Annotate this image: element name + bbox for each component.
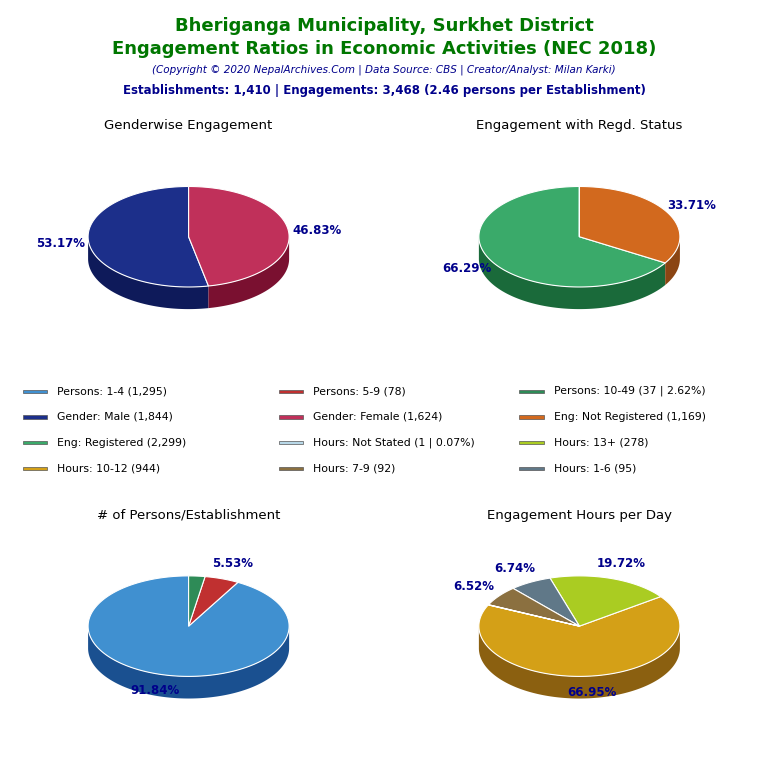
Text: Gender: Male (1,844): Gender: Male (1,844): [58, 412, 174, 422]
Title: Engagement with Regd. Status: Engagement with Regd. Status: [476, 119, 683, 132]
Polygon shape: [88, 576, 289, 677]
Text: Gender: Female (1,624): Gender: Female (1,624): [313, 412, 442, 422]
Text: 66.29%: 66.29%: [442, 262, 492, 275]
Polygon shape: [488, 588, 579, 626]
Bar: [519, 467, 544, 470]
Text: (Copyright © 2020 NepalArchives.Com | Data Source: CBS | Creator/Analyst: Milan : (Copyright © 2020 NepalArchives.Com | Da…: [152, 65, 616, 75]
Bar: [23, 442, 47, 445]
Title: Genderwise Engagement: Genderwise Engagement: [104, 119, 273, 132]
Title: # of Persons/Establishment: # of Persons/Establishment: [97, 508, 280, 521]
Text: 53.17%: 53.17%: [36, 237, 85, 250]
Bar: [23, 389, 47, 392]
Text: 5.53%: 5.53%: [212, 557, 253, 570]
Polygon shape: [550, 576, 660, 626]
Bar: [279, 389, 303, 392]
Bar: [519, 389, 544, 392]
Polygon shape: [665, 237, 680, 285]
Bar: [279, 415, 303, 419]
Polygon shape: [479, 237, 665, 309]
Polygon shape: [579, 187, 680, 263]
Text: Persons: 1-4 (1,295): Persons: 1-4 (1,295): [58, 386, 167, 396]
Text: Eng: Registered (2,299): Eng: Registered (2,299): [58, 438, 187, 448]
Bar: [23, 467, 47, 470]
Text: Bheriganga Municipality, Surkhet District: Bheriganga Municipality, Surkhet Distric…: [174, 17, 594, 35]
Text: 46.83%: 46.83%: [292, 223, 341, 237]
Text: Hours: 10-12 (944): Hours: 10-12 (944): [58, 464, 161, 474]
Bar: [519, 415, 544, 419]
Text: Hours: 1-6 (95): Hours: 1-6 (95): [554, 464, 637, 474]
Text: Hours: 7-9 (92): Hours: 7-9 (92): [313, 464, 396, 474]
Text: Engagement Ratios in Economic Activities (NEC 2018): Engagement Ratios in Economic Activities…: [112, 40, 656, 58]
Text: 6.52%: 6.52%: [453, 580, 494, 593]
Polygon shape: [208, 237, 289, 308]
Text: Hours: Not Stated (1 | 0.07%): Hours: Not Stated (1 | 0.07%): [313, 438, 475, 448]
Polygon shape: [189, 577, 238, 626]
Text: 19.72%: 19.72%: [597, 557, 646, 570]
Polygon shape: [513, 578, 579, 626]
Polygon shape: [88, 626, 289, 699]
Polygon shape: [479, 597, 680, 677]
Text: 91.84%: 91.84%: [131, 684, 180, 697]
Text: Persons: 10-49 (37 | 2.62%): Persons: 10-49 (37 | 2.62%): [554, 386, 706, 396]
Polygon shape: [189, 576, 205, 626]
Text: 66.95%: 66.95%: [568, 686, 617, 699]
Text: Persons: 5-9 (78): Persons: 5-9 (78): [313, 386, 406, 396]
Bar: [519, 442, 544, 445]
Bar: [279, 467, 303, 470]
Text: Establishments: 1,410 | Engagements: 3,468 (2.46 persons per Establishment): Establishments: 1,410 | Engagements: 3,4…: [123, 84, 645, 98]
Text: 33.71%: 33.71%: [667, 199, 716, 212]
Polygon shape: [479, 626, 680, 699]
Polygon shape: [88, 237, 208, 309]
Polygon shape: [88, 187, 208, 287]
Polygon shape: [488, 604, 579, 626]
Bar: [279, 442, 303, 445]
Polygon shape: [189, 187, 289, 286]
Title: Engagement Hours per Day: Engagement Hours per Day: [487, 508, 672, 521]
Bar: [23, 415, 47, 419]
Text: Hours: 13+ (278): Hours: 13+ (278): [554, 438, 649, 448]
Text: 6.74%: 6.74%: [495, 561, 535, 574]
Polygon shape: [479, 187, 665, 287]
Text: Eng: Not Registered (1,169): Eng: Not Registered (1,169): [554, 412, 706, 422]
